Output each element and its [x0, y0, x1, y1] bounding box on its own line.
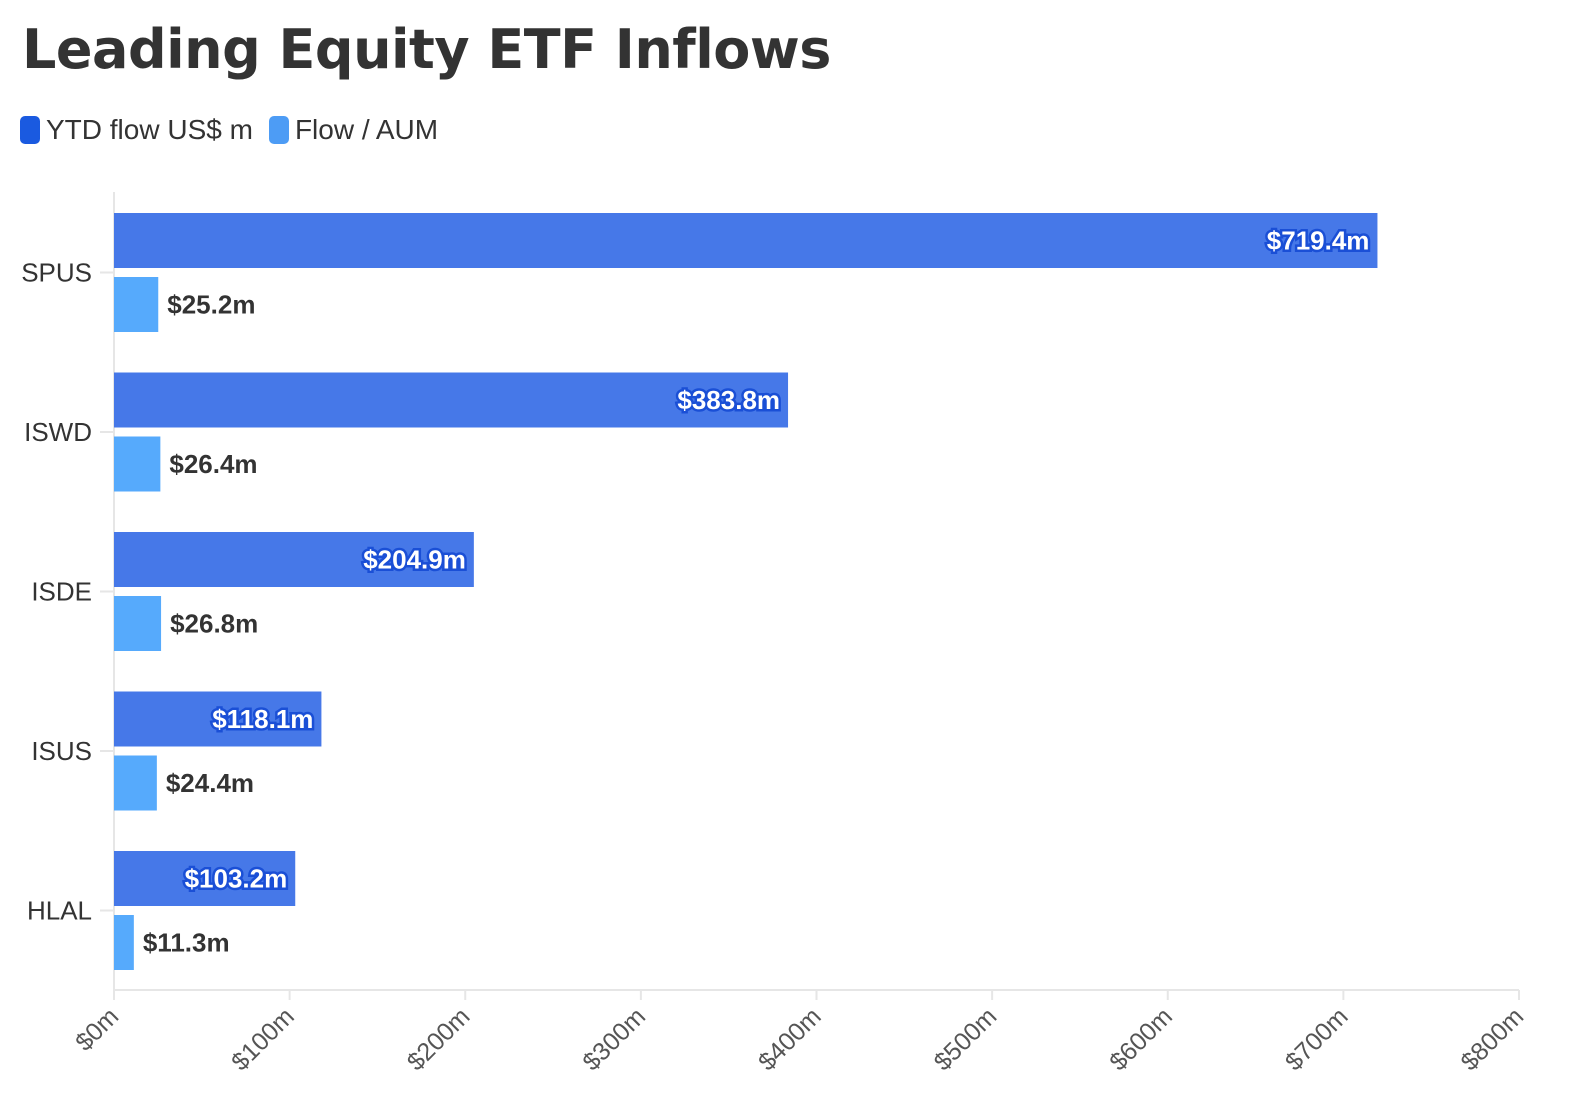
data-label-iswd-series-0: $383.8m [677, 385, 780, 415]
data-label-hlal-series-1: $11.3m [143, 928, 230, 958]
x-tick-label-2: $200m [402, 1002, 476, 1076]
bar-hlal-series-1[interactable] [114, 915, 134, 970]
data-label-iswd-series-1: $26.4m [169, 449, 257, 479]
labels: SPUS $719.4m $25.2m ISWD $383.8m $26.4m ISDE $2… [21, 223, 1372, 958]
x-tick-label-0: $0m [70, 1002, 124, 1056]
bar-spus-series-0[interactable] [114, 213, 1378, 268]
data-label-isde-series-0: $204.9m [363, 545, 466, 575]
data-label-spus-series-1: $25.2m [167, 290, 255, 320]
category-label-iswd: ISWD [24, 417, 92, 447]
x-tick-label-6: $600m [1104, 1002, 1178, 1076]
category-label-isde: ISDE [31, 577, 92, 607]
bar-spus-series-1[interactable] [114, 277, 159, 332]
chart-title: Leading Equity ETF Inflows [22, 18, 831, 81]
x-tick-label-5: $500m [929, 1002, 1003, 1076]
data-label-spus-series-0: $719.4m [1267, 226, 1370, 256]
x-tick-label-4: $400m [753, 1002, 827, 1076]
data-label-isde-series-1: $26.8m [170, 609, 258, 639]
bar-isus-series-0[interactable] [114, 691, 322, 747]
legend-item-flow-aum[interactable]: Flow / AUM [268, 114, 439, 146]
legend: YTD flow US$ m Flow / AUM [20, 114, 454, 146]
category-label-isus: ISUS [31, 736, 92, 766]
bar-hlal-series-0[interactable] [114, 851, 296, 906]
category-label-spus: SPUS [21, 258, 92, 288]
legend-swatch-ytd-flow [20, 116, 40, 144]
bar-isus-series-1[interactable] [114, 755, 157, 811]
legend-label-flow-aum: Flow / AUM [294, 114, 439, 145]
x-tick-label-1: $100m [226, 1002, 300, 1076]
bar-isde-series-1[interactable] [114, 596, 162, 651]
data-label-isus-series-1: $24.4m [166, 768, 254, 798]
data-label-hlal-series-0: $103.2m [185, 864, 288, 894]
category-label-hlal: HLAL [27, 896, 92, 926]
bar-iswd-series-1[interactable] [114, 436, 161, 492]
bars [114, 213, 1378, 970]
bar-isde-series-0[interactable] [114, 532, 474, 587]
legend-label-ytd-flow: YTD flow US$ m [46, 114, 253, 145]
axes: $0m $100m $200m $300m $400m $500m $600m $700m $8… [70, 192, 1529, 1076]
x-tick-label-7: $700m [1280, 1002, 1354, 1076]
bar-iswd-series-0[interactable] [114, 372, 789, 428]
x-tick-label-8: $800m [1455, 1002, 1529, 1076]
x-tick-label-3: $300m [577, 1002, 651, 1076]
legend-swatch-flow-aum [268, 116, 289, 144]
data-label-isus-series-0: $118.1m [212, 704, 313, 734]
legend-item-ytd-flow[interactable]: YTD flow US$ m [20, 114, 253, 146]
